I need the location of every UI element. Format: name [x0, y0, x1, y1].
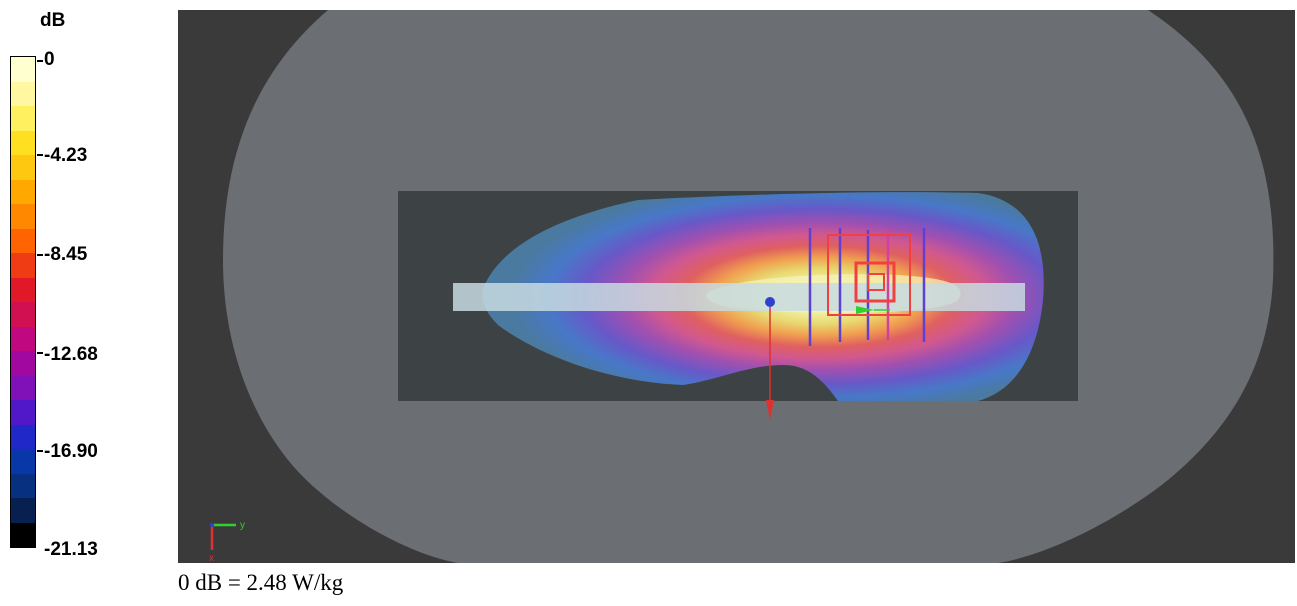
legend-label-4: -16.90: [44, 441, 98, 462]
colorbar-band: [11, 449, 35, 474]
axis-label-x: x: [209, 553, 214, 563]
sar-plot: y x: [178, 10, 1295, 563]
colorbar-band: [11, 57, 35, 82]
legend-label-2: -8.45: [44, 244, 88, 265]
legend-label-1: -4.23: [44, 145, 88, 166]
origin-axes: [765, 297, 890, 420]
colorbar-band: [11, 228, 35, 253]
legend-tick: [37, 254, 43, 256]
colorbar-band: [11, 424, 35, 449]
colorbar-band: [11, 498, 35, 523]
legend-tick: [37, 154, 43, 156]
legend-tick: [37, 60, 43, 62]
colorbar: [10, 56, 36, 548]
colorbar-band: [11, 81, 35, 106]
legend-label-0: 0: [44, 49, 55, 70]
orientation-triad: y x: [209, 520, 245, 563]
legend-title: dB: [40, 10, 66, 31]
colorbar-band: [11, 400, 35, 425]
legend-label-5: -21.13: [44, 539, 98, 560]
sar-3d-viewport[interactable]: y x: [178, 10, 1295, 563]
axis-label-y: y: [240, 520, 245, 531]
probe-body: [453, 283, 1025, 311]
legend-tick: [37, 352, 43, 354]
normalization-caption: 0 dB = 2.48 W/kg: [178, 570, 344, 595]
colorbar-band: [11, 204, 35, 229]
colorbar-band: [11, 155, 35, 180]
colorbar-band: [11, 277, 35, 302]
colorbar-band: [11, 375, 35, 400]
colorbar-band: [11, 522, 35, 547]
colorbar-band: [11, 473, 35, 498]
colorbar-band: [11, 326, 35, 351]
colorbar-band: [11, 130, 35, 155]
colorbar-band: [11, 253, 35, 278]
antenna-grid: [808, 228, 926, 346]
legend-label-3: -12.68: [44, 344, 98, 365]
colorbar-band: [11, 302, 35, 327]
colorbar-band: [11, 106, 35, 131]
legend-tick: [37, 450, 43, 452]
colorbar-band: [11, 351, 35, 376]
colorbar-band: [11, 179, 35, 204]
